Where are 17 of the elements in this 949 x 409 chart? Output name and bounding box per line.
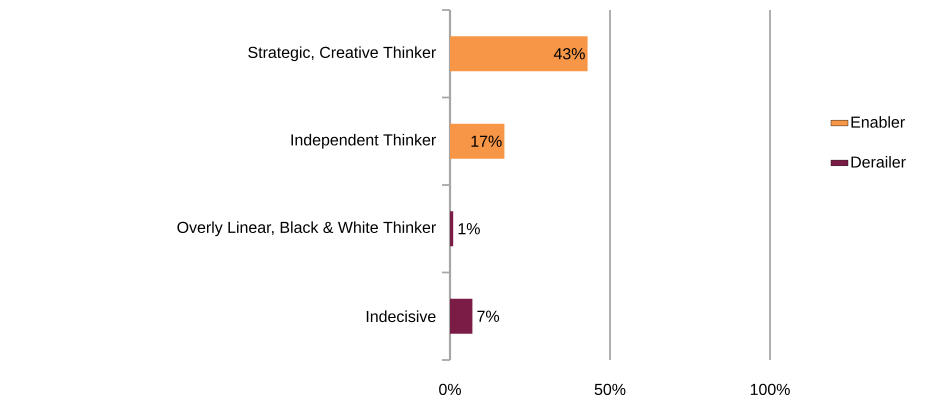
legend-label: Derailer: [852, 156, 906, 168]
data-label: 43%: [554, 48, 585, 60]
data-label: 17%: [472, 136, 502, 147]
x-tick-label: 50%: [594, 384, 626, 396]
bar: [450, 298, 472, 334]
data-label: 7%: [477, 310, 500, 322]
y-tick-label: Indecisive: [366, 310, 436, 322]
y-tick-label: Strategic, Creative Thinker: [248, 46, 436, 62]
bar: [450, 124, 504, 159]
data-label: 1%: [458, 223, 480, 234]
x-tick-label: 100%: [750, 384, 790, 396]
legend-label: Enabler: [852, 116, 905, 128]
y-tick-label: Independent Thinker: [291, 134, 436, 149]
x-tick-label: 0%: [439, 384, 461, 396]
y-tick-label: Overly Linear, Black & White Thinker: [177, 221, 436, 236]
bar: [450, 36, 588, 72]
bar: [450, 211, 454, 246]
